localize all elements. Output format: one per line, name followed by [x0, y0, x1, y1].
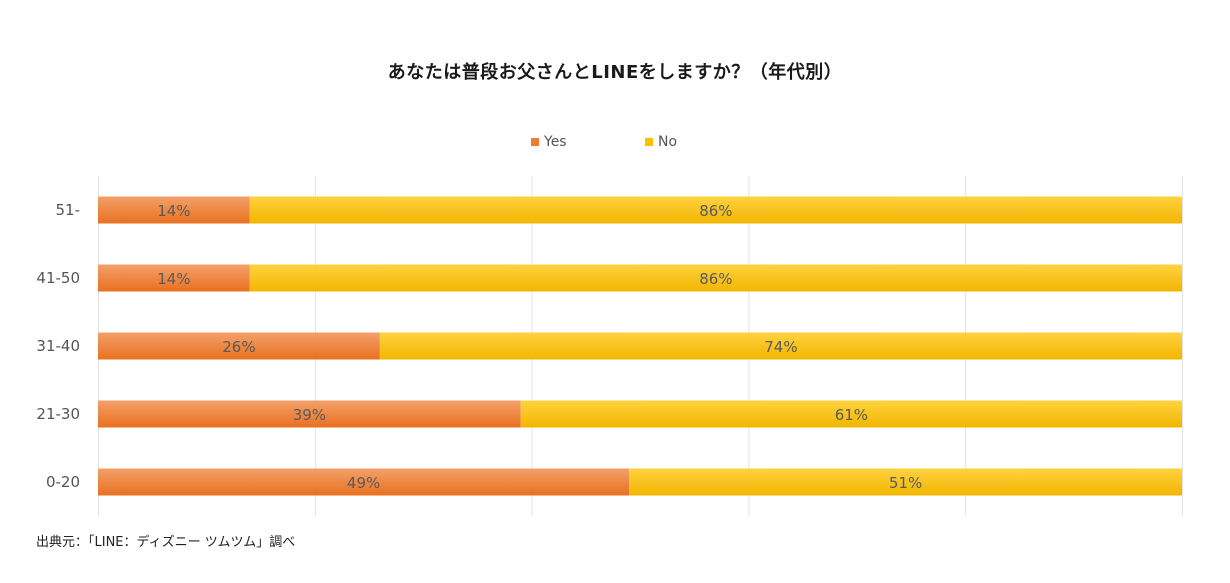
data-label: 26% — [222, 338, 255, 356]
data-labels: 14% 86% 14% 86% 26% 74% 39% 61% 49% 51% — [157, 202, 922, 492]
source-note: 出典元：「LINE：ディズニー ツムツム」調べ — [36, 535, 296, 550]
category-label: 21-30 — [36, 405, 80, 423]
bar-no — [629, 468, 1182, 496]
data-label: 14% — [157, 270, 190, 288]
legend-swatch-no — [645, 138, 653, 146]
legend-item-no: No — [645, 134, 677, 150]
category-label: 41-50 — [36, 269, 80, 287]
bar-yes — [98, 468, 630, 496]
data-label: 14% — [157, 202, 190, 220]
data-label: 74% — [764, 338, 797, 356]
data-label: 51% — [889, 474, 922, 492]
bar-yes — [98, 332, 380, 360]
data-label: 61% — [835, 406, 868, 424]
category-label: 51- — [56, 201, 81, 219]
data-label: 86% — [699, 270, 732, 288]
bar-yes — [98, 264, 250, 292]
bar-no — [520, 400, 1182, 428]
category-axis: 51- 41-50 31-40 21-30 0-20 — [36, 201, 80, 491]
legend-label-no: No — [658, 134, 678, 150]
bar-no — [379, 332, 1183, 360]
bar-yes — [98, 196, 250, 224]
bars — [98, 196, 1183, 496]
bar-no — [249, 264, 1182, 292]
legend-item-yes: Yes — [531, 134, 567, 150]
bar-no — [249, 196, 1182, 224]
data-label: 39% — [293, 406, 326, 424]
legend-label-yes: Yes — [544, 134, 567, 150]
bar-yes — [98, 400, 521, 428]
chart-title: あなたは普段お父さんとLINEをしますか？（年代別） — [387, 62, 843, 83]
legend: Yes No — [0, 134, 1230, 154]
category-label: 0-20 — [46, 473, 80, 491]
data-label: 49% — [347, 474, 380, 492]
legend-swatch-yes — [531, 138, 539, 146]
data-label: 86% — [699, 202, 732, 220]
category-label: 31-40 — [36, 337, 80, 355]
